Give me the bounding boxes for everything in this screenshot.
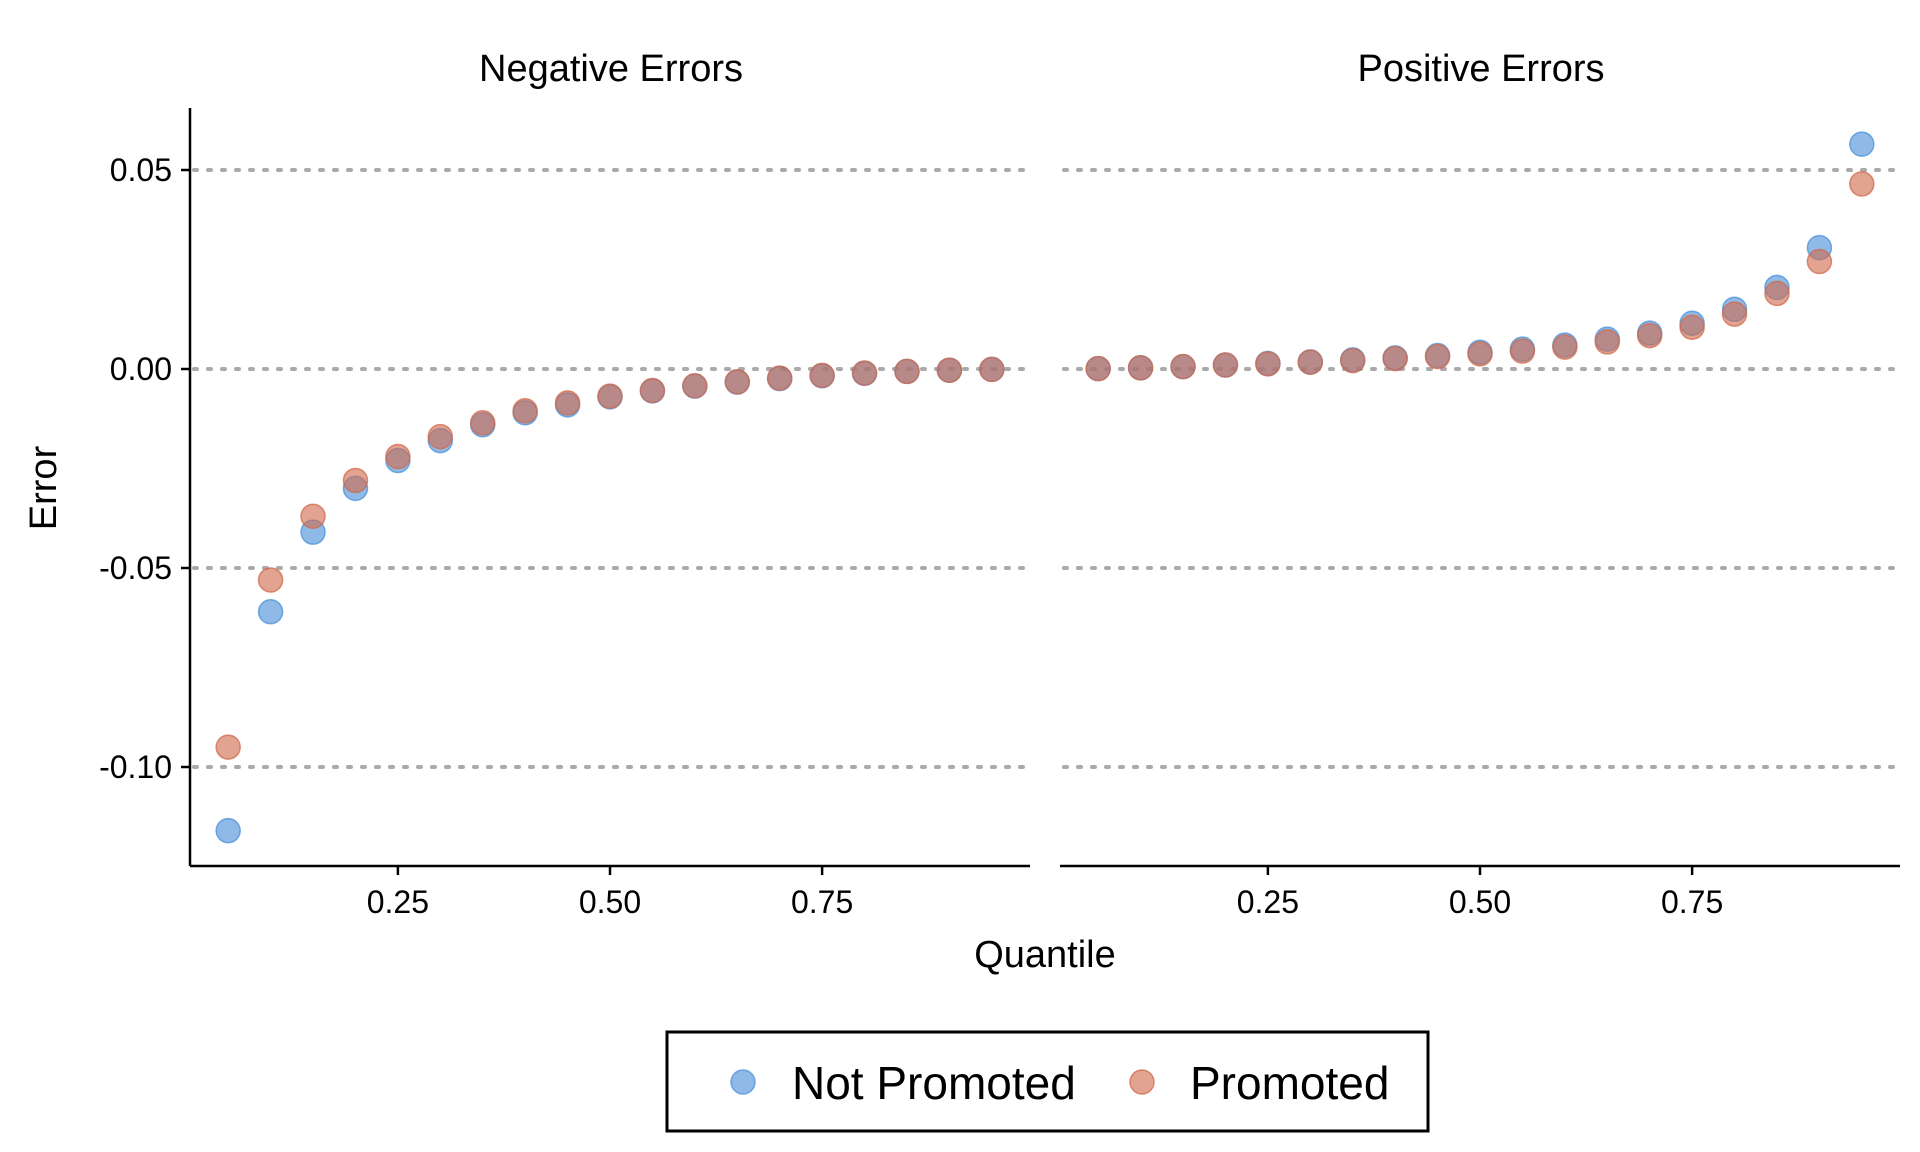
x-axis-title: Quantile bbox=[974, 934, 1116, 976]
axes: 0.05 0.00 -0.05 -0.10 0.25 0.50 0.75 0.25 0.50 0.… bbox=[99, 108, 1900, 920]
x-tick-label-panel1-0: 0.25 bbox=[1237, 884, 1299, 920]
x-tick-label-panel0-1: 0.50 bbox=[579, 884, 641, 920]
point-panel1-promoted-3 bbox=[1212, 352, 1239, 378]
point-panel0-promoted-8 bbox=[554, 390, 581, 416]
point-panel0-promoted-12 bbox=[724, 368, 751, 395]
point-panel1-promoted-8 bbox=[1424, 343, 1451, 370]
point-panel0-not-promoted-1 bbox=[257, 599, 284, 625]
legend: Not Promoted Promoted bbox=[665, 1030, 1430, 1133]
point-panel0-promoted-1 bbox=[257, 567, 284, 593]
point-panel1-promoted-7 bbox=[1382, 345, 1408, 372]
point-panel1-promoted-16 bbox=[1764, 280, 1790, 307]
panel-title-negative: Negative Errors bbox=[479, 48, 743, 90]
point-panel1-promoted-14 bbox=[1679, 314, 1705, 340]
point-panel1-promoted-2 bbox=[1170, 353, 1196, 380]
legend-label-promoted: Promoted bbox=[1190, 1057, 1389, 1109]
point-panel0-promoted-18 bbox=[979, 356, 1005, 383]
y-tick-label-2: -0.05 bbox=[99, 550, 172, 586]
point-panel0-not-promoted-0 bbox=[215, 817, 241, 844]
y-tick-label-3: -0.10 bbox=[99, 749, 172, 785]
legend-label-not-promoted: Not Promoted bbox=[792, 1057, 1076, 1109]
y-tick-label-0: 0.05 bbox=[110, 152, 172, 188]
point-panel0-promoted-0 bbox=[215, 734, 241, 760]
gridlines bbox=[192, 168, 1902, 769]
point-panel0-promoted-16 bbox=[894, 358, 920, 385]
point-panel1-promoted-12 bbox=[1594, 329, 1621, 355]
x-tick-label-panel0-0: 0.25 bbox=[367, 884, 429, 920]
point-panel1-promoted-0 bbox=[1085, 355, 1111, 382]
point-panel0-promoted-7 bbox=[512, 398, 538, 424]
point-panel0-promoted-15 bbox=[851, 360, 878, 386]
point-panel1-promoted-1 bbox=[1127, 355, 1154, 381]
point-panel0-promoted-14 bbox=[809, 362, 835, 389]
point-panel1-promoted-11 bbox=[1552, 334, 1578, 360]
point-panel0-promoted-4 bbox=[385, 443, 411, 470]
panel-title-positive: Positive Errors bbox=[1357, 48, 1604, 90]
legend-box bbox=[665, 1030, 1430, 1133]
point-panel0-promoted-13 bbox=[766, 365, 793, 391]
point-panel0-promoted-11 bbox=[682, 372, 708, 399]
point-panel1-promoted-4 bbox=[1255, 351, 1281, 377]
x-tick-label-panel0-2: 0.75 bbox=[791, 884, 853, 920]
point-panel1-promoted-5 bbox=[1297, 349, 1324, 375]
point-panel0-promoted-6 bbox=[469, 409, 496, 436]
legend-swatch-promoted bbox=[1129, 1069, 1155, 1095]
legend-swatch-not-promoted bbox=[730, 1069, 756, 1095]
point-panel1-promoted-17 bbox=[1806, 248, 1833, 275]
point-panel1-promoted-6 bbox=[1339, 347, 1366, 374]
point-panel0-promoted-10 bbox=[639, 377, 666, 404]
point-panel1-promoted-13 bbox=[1636, 322, 1663, 349]
y-tick-label-1: 0.00 bbox=[110, 351, 172, 387]
data-points bbox=[215, 131, 1875, 844]
point-panel1-not-promoted-18 bbox=[1849, 131, 1875, 157]
point-panel0-promoted-2 bbox=[300, 503, 326, 530]
point-panel0-promoted-9 bbox=[597, 383, 623, 409]
point-panel1-promoted-15 bbox=[1721, 301, 1748, 327]
x-tick-label-panel1-2: 0.75 bbox=[1661, 884, 1723, 920]
point-panel0-promoted-5 bbox=[427, 423, 454, 450]
point-panel1-promoted-18 bbox=[1849, 171, 1875, 197]
y-axis-title: Error bbox=[23, 445, 65, 530]
point-panel1-promoted-9 bbox=[1467, 341, 1493, 367]
point-panel0-promoted-3 bbox=[342, 467, 369, 494]
point-panel1-promoted-10 bbox=[1509, 338, 1536, 364]
x-tick-label-panel1-1: 0.50 bbox=[1449, 884, 1511, 920]
point-panel0-promoted-17 bbox=[936, 357, 963, 383]
